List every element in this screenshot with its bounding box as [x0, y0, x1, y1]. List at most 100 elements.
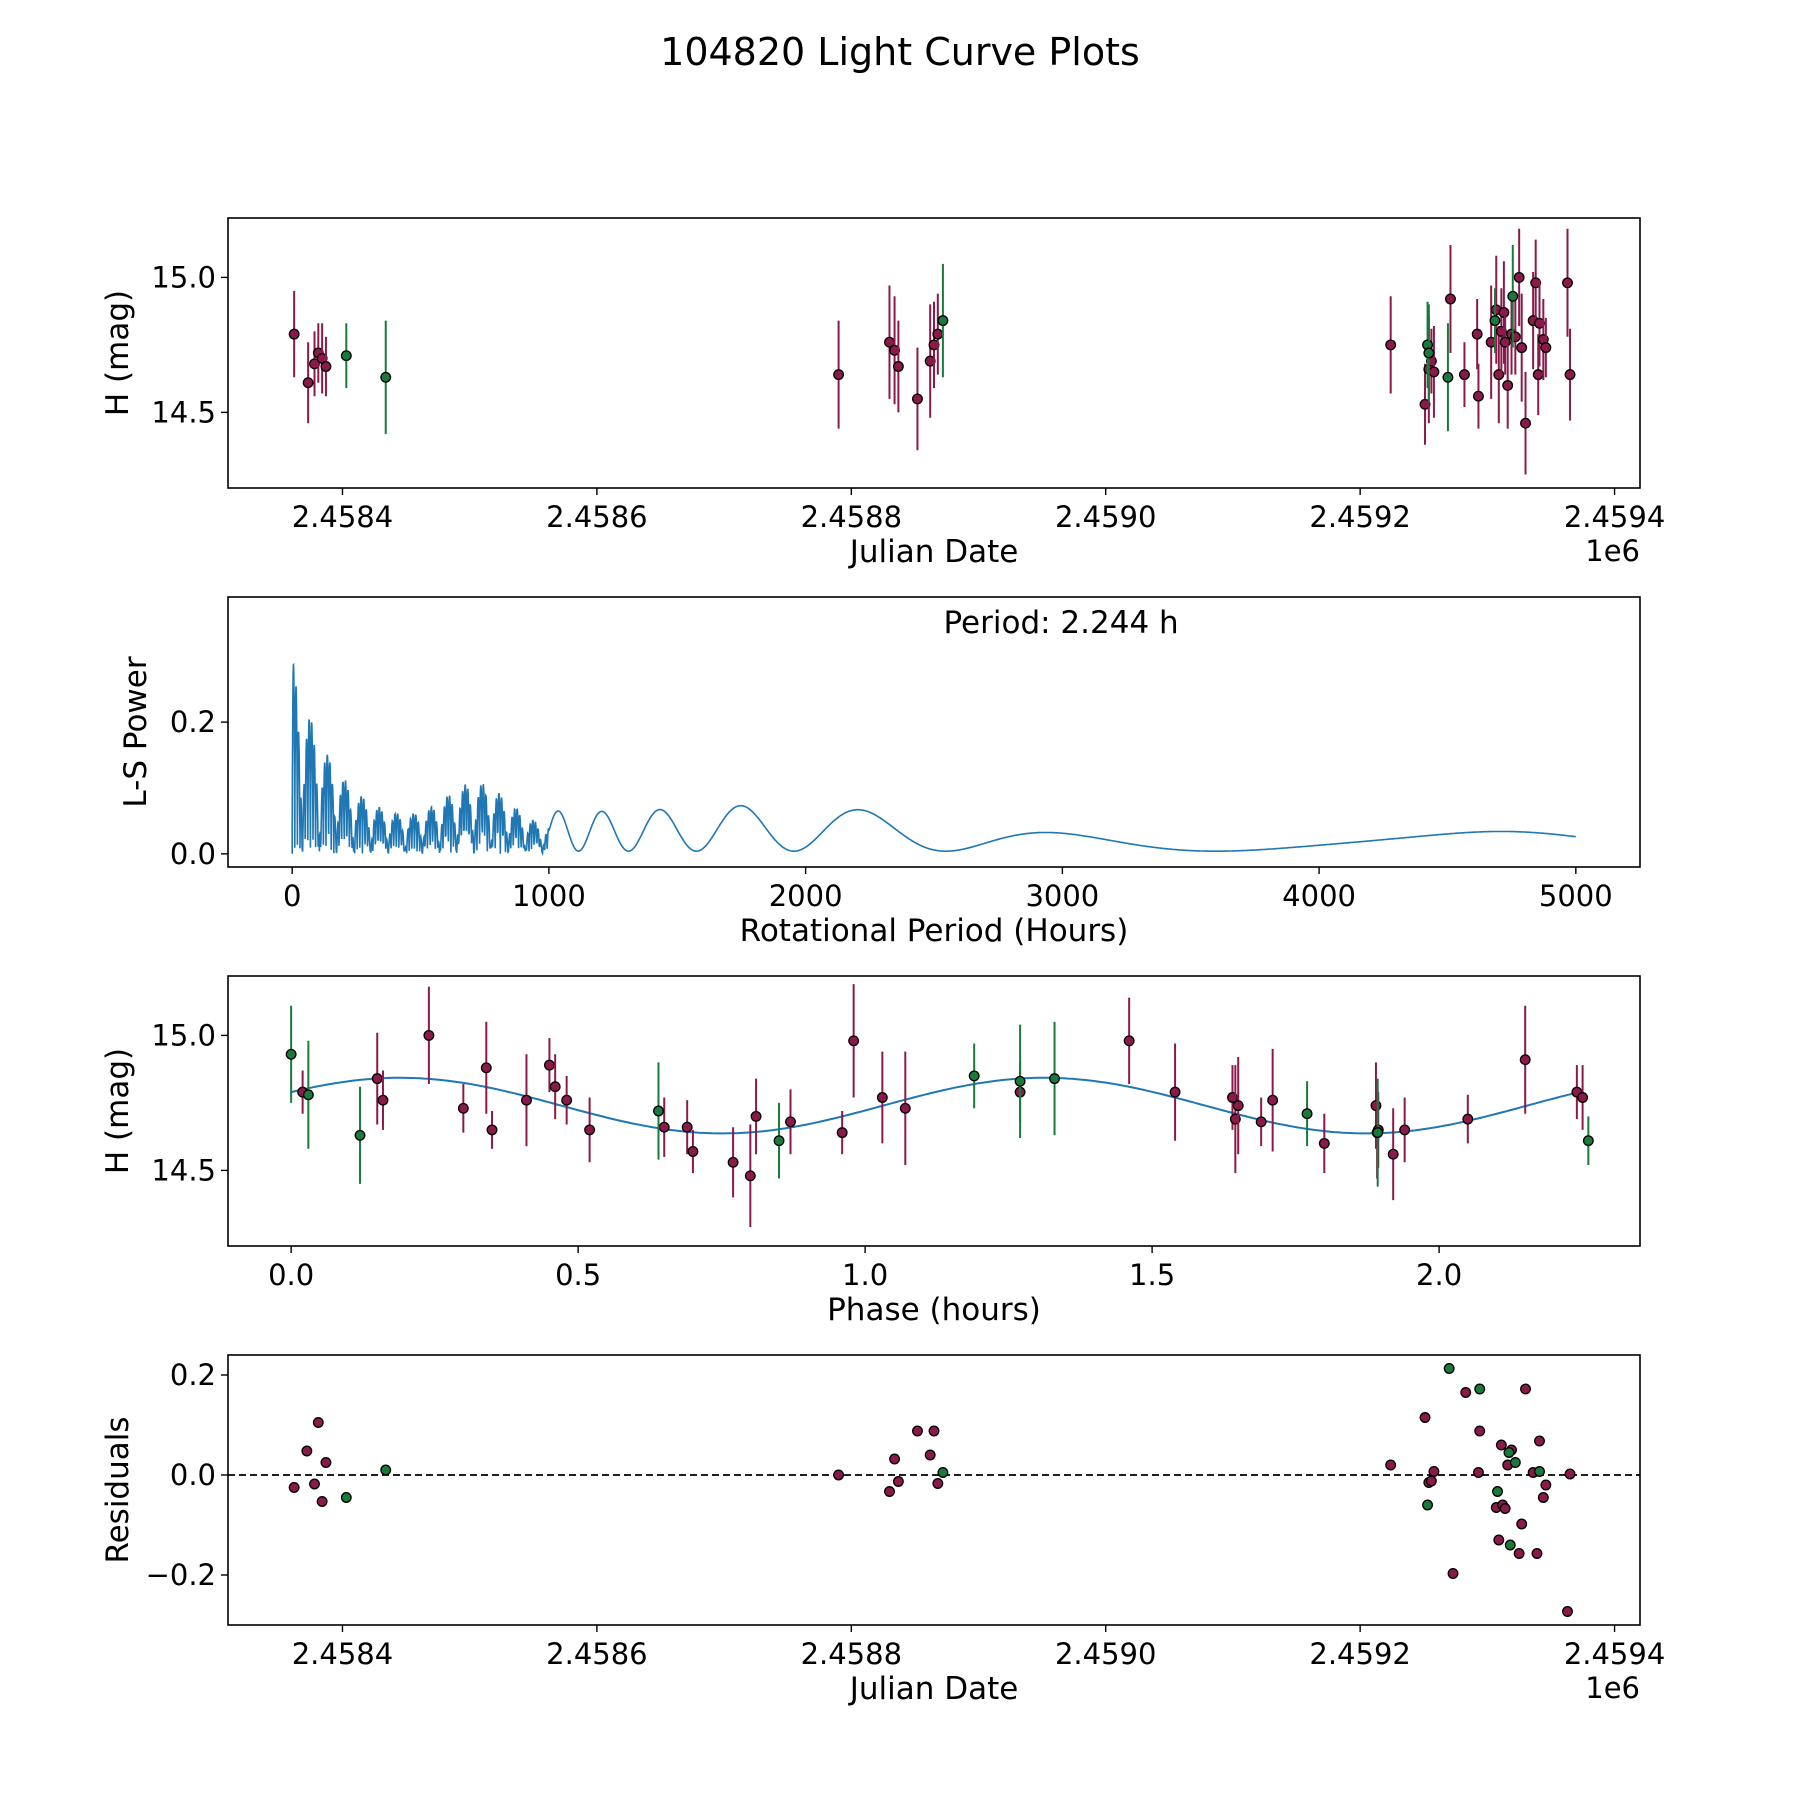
data-point [892, 361, 904, 372]
data-point [1507, 290, 1519, 302]
x-tick-label: 2.4584 [292, 500, 393, 534]
data-point [1513, 271, 1525, 283]
data-point [584, 1124, 596, 1136]
data-point [937, 315, 949, 327]
x-tick-label: 2.4590 [1055, 500, 1156, 534]
residuals-plot-area [228, 1363, 1640, 1617]
data-point [1562, 277, 1573, 289]
x-tick-label: 4000 [1282, 879, 1356, 913]
data-point [1399, 1124, 1411, 1136]
data-point [889, 1453, 901, 1465]
x-tick-label: 2000 [769, 879, 843, 913]
data-point [658, 1121, 670, 1133]
data-point [1562, 1606, 1573, 1617]
data-point [1513, 1548, 1525, 1559]
data-point [340, 350, 352, 362]
x-tick-label: 0.5 [555, 1258, 601, 1292]
x-tick-label: 2.4588 [801, 500, 902, 534]
light-curve-series-band-1 [288, 228, 1576, 475]
data-point [1423, 347, 1435, 359]
data-point [744, 1170, 756, 1182]
data-point [1534, 1435, 1545, 1447]
data-point [1502, 379, 1514, 391]
data-point [892, 1476, 904, 1487]
x-tick-label: 2.4590 [1055, 1637, 1156, 1671]
data-point [899, 1102, 911, 1114]
data-point [836, 1127, 848, 1139]
y-tick-label: 0.2 [170, 705, 216, 739]
data-point [884, 1486, 895, 1497]
data-point [1504, 1539, 1516, 1551]
panel-light-curve: 2.4584 2.4586 2.4588 2.4590 2.4592 2.4594 14.5… [100, 217, 1665, 570]
data-point [1460, 1387, 1472, 1398]
data-point [833, 369, 845, 381]
data-point [1443, 1363, 1455, 1374]
x-tick-label: 2.4594 [1564, 500, 1665, 534]
data-point [521, 1094, 532, 1106]
data-point [1582, 1135, 1594, 1147]
light-curve-plot-area [288, 228, 1576, 475]
data-point [1509, 1457, 1521, 1468]
light-curve-series-band-2 [340, 245, 1519, 434]
data-point [1498, 307, 1510, 318]
data-point [1301, 1108, 1313, 1120]
data-point [1428, 1466, 1440, 1477]
data-point [1387, 1148, 1399, 1160]
x-axis-label: Julian Date [848, 1671, 1019, 1707]
panels: 2.4584 2.4586 2.4588 2.4590 2.4592 2.4594 14.5… [100, 217, 1665, 1707]
data-point [833, 1469, 845, 1481]
data-point [1014, 1075, 1026, 1087]
residuals-series-band-2 [340, 1363, 1545, 1551]
data-point [687, 1146, 699, 1157]
data-point [1462, 1113, 1474, 1125]
data-point [1445, 293, 1456, 305]
data-point [354, 1129, 366, 1141]
x-tick-label: 2.4586 [546, 500, 647, 534]
data-point [750, 1110, 762, 1122]
panel-residuals: 2.4584 2.4586 2.4588 2.4590 2.4592 2.4594 −0.2… [100, 1354, 1665, 1707]
y-tick-label: 15.0 [151, 260, 216, 294]
data-point [1537, 1492, 1549, 1503]
x-tick-label: 2.0 [1416, 1258, 1462, 1292]
data-point [1493, 1534, 1505, 1546]
data-point [1385, 339, 1397, 351]
data-point [1428, 366, 1440, 378]
x-tick-label: 0 [283, 879, 301, 913]
data-point [1474, 1383, 1486, 1395]
data-point [1474, 1425, 1486, 1437]
data-point [848, 1035, 860, 1047]
phase-fold-axes-frame [227, 975, 1641, 1247]
data-point [1447, 1568, 1459, 1579]
data-point [486, 1124, 498, 1136]
data-point [316, 1496, 328, 1507]
data-point [377, 1094, 389, 1106]
data-point [1520, 417, 1531, 429]
data-point [1503, 1447, 1515, 1458]
y-axis-label: Residuals [100, 1416, 136, 1563]
x-offset-label: 1e6 [1585, 534, 1640, 568]
data-point [1472, 390, 1484, 402]
data-point [288, 1482, 300, 1493]
data-point [1425, 1475, 1437, 1487]
data-point [1520, 1383, 1531, 1395]
data-point [1516, 342, 1528, 354]
data-point [1422, 1499, 1434, 1511]
data-point [561, 1094, 573, 1106]
data-point [380, 371, 392, 383]
data-point [1255, 1116, 1267, 1128]
data-point [932, 328, 944, 340]
figure-title: 104820 Light Curve Plots [660, 30, 1140, 74]
data-point [1532, 369, 1544, 381]
phase-fold-plot-area [285, 984, 1594, 1228]
data-point [1459, 369, 1470, 381]
x-tick-label: 2.4592 [1309, 1637, 1410, 1671]
data-point [785, 1116, 796, 1128]
x-tick-label: 2.4592 [1309, 500, 1410, 534]
data-point [285, 1048, 297, 1060]
data-point [912, 393, 923, 405]
data-point [924, 1449, 936, 1461]
period-annotation: Period: 2.244 h [943, 605, 1178, 641]
x-tick-label: 1000 [512, 879, 586, 913]
residuals-axes-frame [227, 1354, 1641, 1626]
